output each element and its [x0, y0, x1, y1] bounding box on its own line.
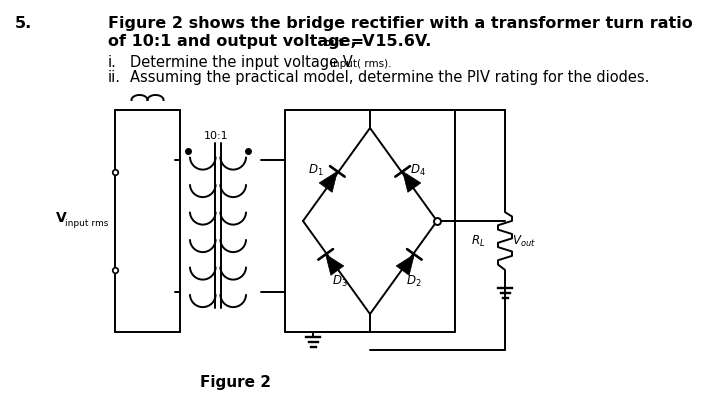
Polygon shape	[319, 171, 338, 192]
Text: i.: i.	[108, 55, 117, 70]
Text: out: out	[323, 38, 343, 48]
Text: 10:1: 10:1	[204, 131, 229, 141]
Text: input rms: input rms	[65, 219, 109, 229]
Text: $\mathbf{V}$: $\mathbf{V}$	[55, 211, 68, 225]
Text: Determine the input voltage V: Determine the input voltage V	[130, 55, 353, 70]
Text: ii.: ii.	[108, 70, 121, 85]
Text: $D_3$: $D_3$	[331, 274, 347, 289]
Text: $V_{out}$: $V_{out}$	[512, 234, 536, 248]
Text: of 10:1 and output voltage, V: of 10:1 and output voltage, V	[108, 34, 374, 49]
Text: $D_2$: $D_2$	[407, 274, 422, 289]
Text: 5.: 5.	[15, 16, 32, 31]
Text: Assuming the practical model, determine the PIV rating for the diodes.: Assuming the practical model, determine …	[130, 70, 649, 85]
Text: $D_1$: $D_1$	[308, 163, 324, 178]
Polygon shape	[396, 255, 414, 275]
Polygon shape	[402, 171, 420, 192]
Text: $D_4$: $D_4$	[410, 163, 426, 178]
Text: input( rms).: input( rms).	[330, 59, 392, 69]
Text: =  15.6V.: = 15.6V.	[345, 34, 431, 49]
Polygon shape	[325, 255, 344, 275]
Text: $R_L$: $R_L$	[471, 234, 485, 248]
Text: Figure 2 shows the bridge rectifier with a transformer turn ratio: Figure 2 shows the bridge rectifier with…	[108, 16, 693, 31]
Text: Figure 2: Figure 2	[200, 375, 271, 390]
